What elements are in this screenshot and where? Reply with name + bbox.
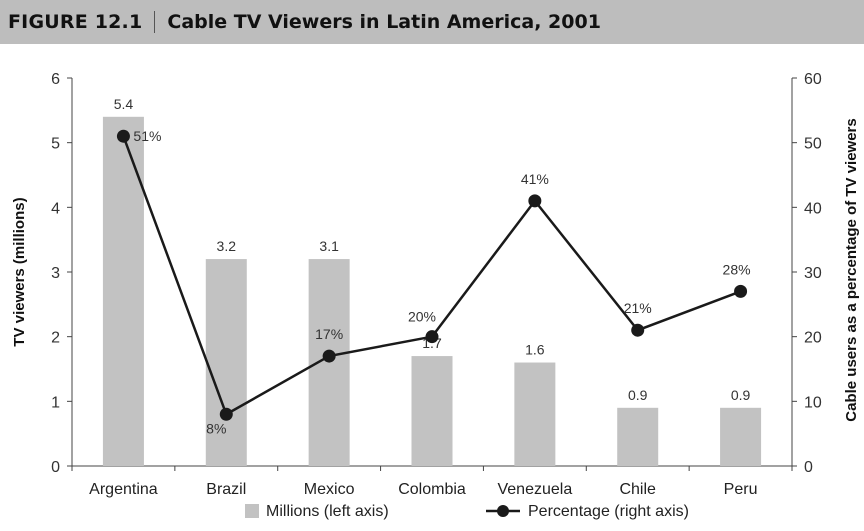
legend-bar-swatch <box>245 504 259 518</box>
percentage-marker <box>426 330 439 343</box>
legend-bar-label: Millions (left axis) <box>266 503 389 520</box>
right-tick-label: 60 <box>804 71 822 88</box>
category-label: Peru <box>724 481 758 498</box>
bar-value-label: 5.4 <box>114 96 134 112</box>
percentage-marker <box>734 285 747 298</box>
right-tick-label: 50 <box>804 136 822 153</box>
category-label: Venezuela <box>497 481 572 498</box>
bar-value-label: 0.9 <box>628 387 648 403</box>
bar <box>412 356 453 466</box>
percentage-marker <box>220 408 233 421</box>
category-label: Mexico <box>304 481 355 498</box>
right-tick-label: 10 <box>804 394 822 411</box>
percentage-marker <box>528 194 541 207</box>
right-axis-title: Cable users as a percentage of TV viewer… <box>843 118 860 421</box>
category-label: Colombia <box>398 481 466 498</box>
bar <box>617 408 658 466</box>
bar <box>514 363 555 466</box>
percentage-marker <box>323 350 336 363</box>
bar-value-label: 1.6 <box>525 342 545 358</box>
bar <box>103 117 144 466</box>
category-label: Brazil <box>206 481 246 498</box>
bar-value-label: 3.1 <box>319 238 339 254</box>
legend-line-label: Percentage (right axis) <box>528 503 689 520</box>
bar-value-label: 3.2 <box>217 238 237 254</box>
left-tick-label: 6 <box>51 71 60 88</box>
left-tick-label: 4 <box>51 200 60 217</box>
left-tick-label: 3 <box>51 265 60 282</box>
category-label: Chile <box>619 481 656 498</box>
bar-value-label: 0.9 <box>731 387 751 403</box>
percentage-value-label: 21% <box>624 300 652 316</box>
right-tick-label: 30 <box>804 265 822 282</box>
left-tick-label: 2 <box>51 330 60 347</box>
percentage-value-label: 28% <box>723 261 751 277</box>
left-tick-label: 5 <box>51 136 60 153</box>
percentage-value-label: 20% <box>408 309 436 325</box>
percentage-value-label: 41% <box>521 171 549 187</box>
percentage-marker <box>631 324 644 337</box>
percentage-marker <box>117 130 130 143</box>
category-label: Argentina <box>89 481 158 498</box>
percentage-value-label: 17% <box>315 326 343 342</box>
right-tick-label: 40 <box>804 200 822 217</box>
percentage-value-label: 51% <box>133 128 161 144</box>
right-tick-label: 20 <box>804 330 822 347</box>
left-tick-label: 1 <box>51 394 60 411</box>
left-axis-title: TV viewers (millions) <box>11 197 28 346</box>
bar <box>720 408 761 466</box>
legend-line-marker <box>497 505 509 517</box>
left-tick-label: 0 <box>51 459 60 476</box>
percentage-value-label: 8% <box>206 420 226 436</box>
right-tick-label: 0 <box>804 459 813 476</box>
